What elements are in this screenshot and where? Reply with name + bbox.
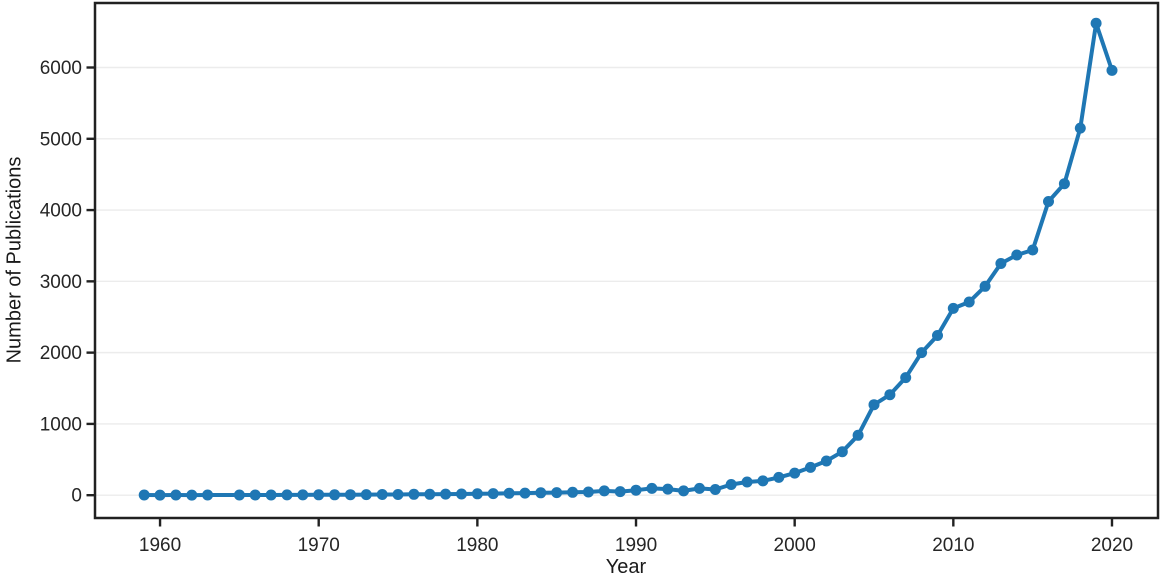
data-point-marker: [995, 258, 1007, 269]
x-tick-label: 1980: [456, 535, 498, 556]
data-point-marker: [757, 475, 769, 487]
data-point-marker: [154, 489, 166, 501]
y-tick-label: 6000: [40, 58, 82, 79]
data-point-marker: [551, 487, 563, 499]
x-axis-label: Year: [605, 556, 647, 578]
data-point-marker: [487, 488, 499, 500]
data-point-marker: [233, 489, 245, 501]
data-point-marker: [170, 489, 182, 501]
data-point-marker: [471, 488, 483, 500]
data-point-marker: [916, 347, 928, 359]
data-point-marker: [186, 489, 198, 501]
data-point-marker: [709, 484, 721, 495]
data-point-marker: [440, 488, 452, 500]
data-point-marker: [376, 489, 388, 500]
x-tick-label: 1970: [298, 535, 340, 556]
data-point-marker: [614, 486, 626, 498]
data-point-marker: [598, 485, 610, 497]
x-tick-label: 1990: [615, 535, 657, 556]
x-tick-label: 2010: [932, 535, 974, 556]
data-point-marker: [249, 489, 261, 501]
data-point-marker: [519, 487, 531, 499]
data-point-marker: [662, 483, 674, 495]
data-point-marker: [1027, 244, 1039, 256]
data-point-marker: [1090, 17, 1102, 29]
data-point-marker: [741, 476, 753, 488]
data-point-marker: [963, 296, 975, 308]
data-point-marker: [344, 489, 356, 501]
y-tick-label: 2000: [40, 343, 82, 364]
data-point-marker: [1011, 249, 1023, 261]
data-point-marker: [852, 429, 864, 441]
data-point-marker: [678, 485, 690, 497]
data-point-marker: [582, 486, 594, 498]
data-point-marker: [932, 330, 943, 341]
data-point-marker: [138, 489, 150, 501]
data-point-marker: [297, 489, 309, 501]
data-point-marker: [900, 372, 912, 384]
y-tick-label: 0: [71, 486, 82, 507]
data-point-marker: [947, 302, 959, 314]
y-tick-label: 1000: [40, 414, 82, 435]
data-point-marker: [281, 489, 293, 501]
data-point-marker: [1074, 122, 1086, 134]
data-point-marker: [868, 399, 880, 411]
data-point-marker: [805, 461, 816, 473]
data-point-marker: [567, 486, 579, 498]
data-point-marker: [535, 487, 547, 499]
y-tick-label: 5000: [40, 129, 82, 150]
data-point-marker: [424, 488, 436, 500]
x-tick-label: 2020: [1091, 535, 1133, 556]
data-point-marker: [1058, 178, 1070, 190]
data-point-marker: [503, 487, 515, 499]
data-point-marker: [979, 280, 991, 292]
data-point-marker: [360, 489, 372, 501]
y-tick-label: 3000: [40, 272, 82, 293]
data-point-marker: [408, 488, 420, 500]
data-point-marker: [646, 482, 658, 494]
data-point-marker: [313, 489, 325, 501]
data-point-marker: [630, 484, 642, 496]
data-point-marker: [1043, 196, 1054, 207]
x-tick-label: 2000: [774, 535, 816, 556]
data-point-marker: [329, 489, 341, 501]
data-point-marker: [392, 489, 404, 500]
data-point-marker: [1106, 64, 1118, 76]
data-point-marker: [884, 389, 896, 401]
data-point-marker: [265, 489, 277, 501]
data-point-marker: [725, 479, 737, 490]
data-point-marker: [773, 471, 785, 483]
data-point-marker: [202, 489, 214, 501]
plot-border: [93, 1, 1160, 520]
x-tick-label: 1960: [139, 535, 181, 556]
data-point-marker: [789, 467, 801, 479]
y-axis-label: Number of Publications: [3, 156, 26, 364]
data-point-marker: [820, 455, 832, 467]
data-point-marker: [456, 488, 467, 500]
y-tick-label: 4000: [40, 201, 82, 222]
data-point-marker: [836, 446, 848, 458]
data-point-marker: [694, 482, 705, 494]
